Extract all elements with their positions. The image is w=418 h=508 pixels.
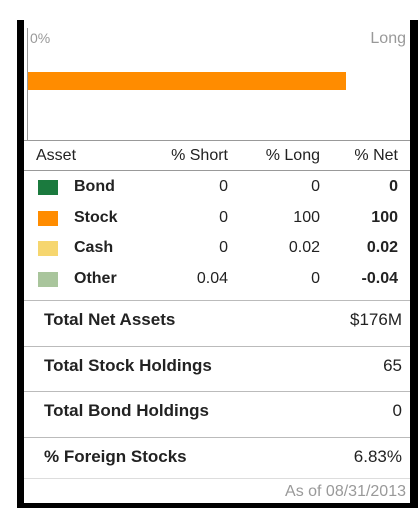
long: 0 [311, 178, 320, 195]
column-header: % Long [265, 147, 320, 164]
summary-value: $176M [350, 310, 402, 329]
net: -0.04 [361, 269, 398, 287]
summary-value: 0 [392, 401, 402, 420]
long: 0 [311, 269, 320, 287]
chart-bottom [24, 140, 410, 141]
chart-right-label: Long [370, 30, 406, 47]
footer: As of 08/31/2013 [285, 483, 406, 500]
summary-value: 6.83% [353, 446, 402, 466]
column-header: Asset [36, 147, 77, 164]
swatch [38, 210, 58, 226]
short: 0 [219, 208, 228, 226]
swatch [38, 271, 58, 287]
summary-value: 65 [383, 355, 402, 375]
margin [0, 0, 20, 508]
row-line [24, 345, 410, 347]
header-line [24, 170, 410, 171]
row-line [24, 436, 410, 438]
net: 0.02 [366, 239, 398, 256]
border-left [17, 20, 24, 508]
net: 0 [389, 178, 398, 195]
summary-label: Total Stock Holdings [44, 355, 212, 375]
asset-name: Bond [74, 178, 115, 195]
summary-label: Total Net Assets [44, 310, 176, 329]
asset-name: Cash [74, 239, 114, 256]
short: 0 [219, 239, 228, 256]
summary-label: % Foreign Stocks [44, 446, 187, 466]
asset-name: Stock [74, 208, 118, 226]
row-line [24, 300, 410, 301]
short: 0 [219, 178, 228, 195]
swatch [38, 241, 58, 256]
long: 0.02 [288, 239, 320, 256]
long: 100 [293, 208, 320, 226]
row-line [24, 391, 410, 392]
chart-left-label: 0% [30, 30, 51, 46]
column-header: % Net [354, 147, 398, 164]
bar [28, 72, 347, 90]
border-right [410, 20, 418, 508]
border-bottom [17, 503, 418, 508]
row-line [24, 478, 410, 479]
chart-axis [27, 28, 28, 140]
column-header: % Short [171, 147, 228, 164]
swatch [38, 180, 58, 195]
asset-name: Other [74, 269, 117, 287]
net: 100 [371, 208, 398, 226]
short: 0.04 [196, 269, 228, 287]
summary-label: Total Bond Holdings [44, 401, 209, 420]
